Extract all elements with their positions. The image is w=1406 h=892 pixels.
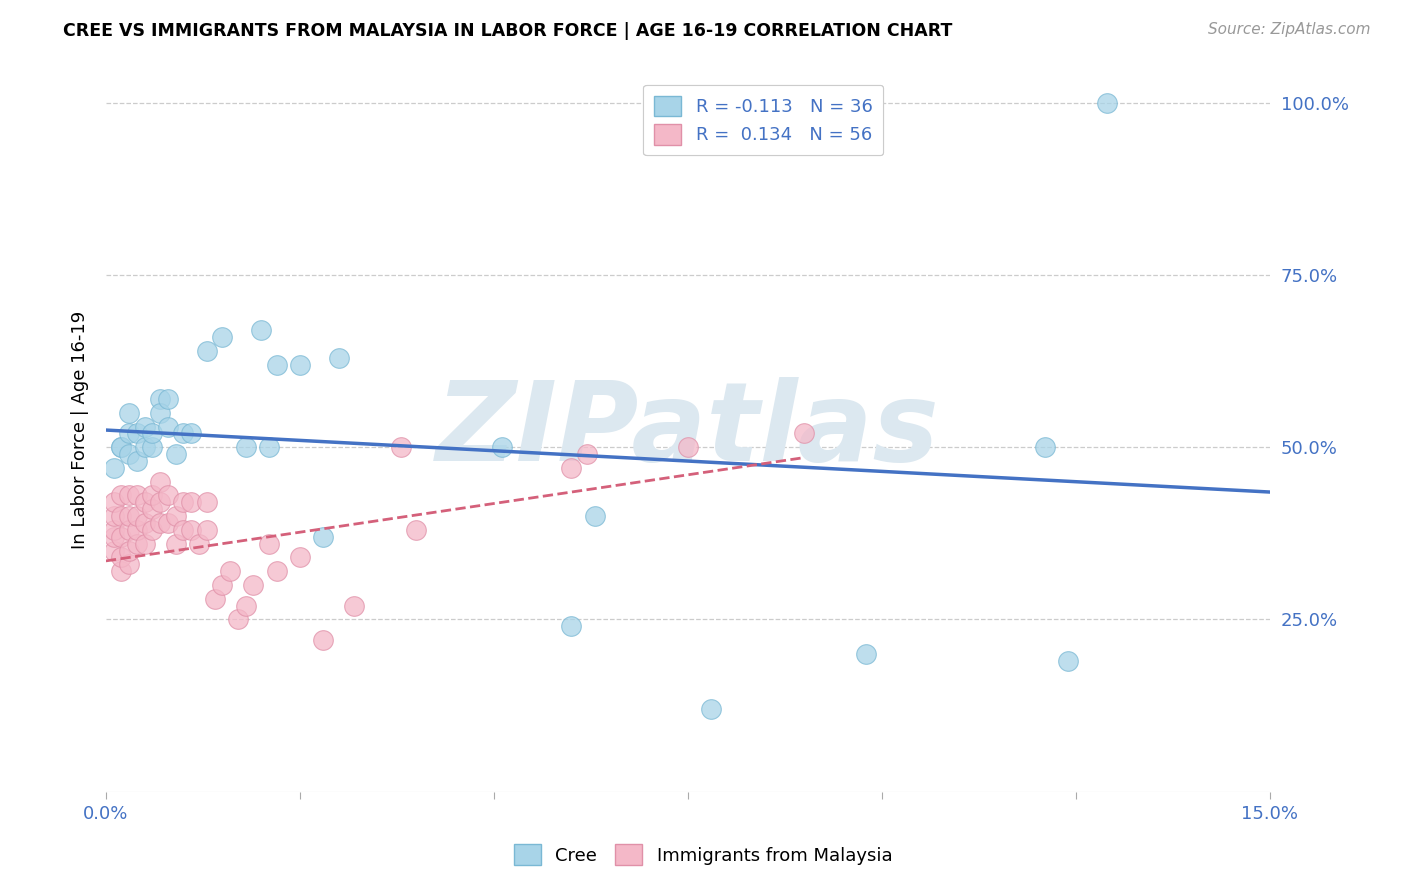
Immigrants from Malaysia: [312, 633, 335, 648]
Immigrants from Malaysia: [219, 564, 242, 578]
Immigrants from Malaysia: [156, 488, 179, 502]
Immigrants from Malaysia: [134, 537, 156, 551]
Legend: R = -0.113   N = 36, R =  0.134   N = 56: R = -0.113 N = 36, R = 0.134 N = 56: [644, 85, 883, 155]
Immigrants from Malaysia: [118, 509, 141, 524]
Cree: [118, 406, 141, 420]
Cree: [1057, 654, 1080, 668]
Cree: [141, 440, 163, 454]
Immigrants from Malaysia: [288, 550, 311, 565]
Y-axis label: In Labor Force | Age 16-19: In Labor Force | Age 16-19: [72, 311, 89, 549]
Immigrants from Malaysia: [118, 523, 141, 537]
Immigrants from Malaysia: [118, 558, 141, 572]
Immigrants from Malaysia: [405, 523, 427, 537]
Immigrants from Malaysia: [110, 488, 132, 502]
Legend: Cree, Immigrants from Malaysia: Cree, Immigrants from Malaysia: [505, 835, 901, 874]
Immigrants from Malaysia: [110, 509, 132, 524]
Immigrants from Malaysia: [173, 523, 195, 537]
Immigrants from Malaysia: [195, 495, 218, 509]
Immigrants from Malaysia: [103, 543, 125, 558]
Text: ZIPatlas: ZIPatlas: [436, 376, 939, 483]
Cree: [134, 440, 156, 454]
Immigrants from Malaysia: [560, 461, 582, 475]
Cree: [125, 426, 148, 441]
Immigrants from Malaysia: [156, 516, 179, 530]
Immigrants from Malaysia: [103, 509, 125, 524]
Text: CREE VS IMMIGRANTS FROM MALAYSIA IN LABOR FORCE | AGE 16-19 CORRELATION CHART: CREE VS IMMIGRANTS FROM MALAYSIA IN LABO…: [63, 22, 953, 40]
Cree: [156, 419, 179, 434]
Immigrants from Malaysia: [141, 488, 163, 502]
Immigrants from Malaysia: [242, 578, 264, 592]
Cree: [195, 343, 218, 358]
Immigrants from Malaysia: [134, 495, 156, 509]
Cree: [235, 440, 257, 454]
Immigrants from Malaysia: [134, 516, 156, 530]
Cree: [491, 440, 513, 454]
Cree: [165, 447, 187, 461]
Immigrants from Malaysia: [343, 599, 366, 613]
Immigrants from Malaysia: [149, 475, 172, 489]
Cree: [103, 461, 125, 475]
Cree: [328, 351, 350, 365]
Cree: [312, 530, 335, 544]
Cree: [1033, 440, 1056, 454]
Immigrants from Malaysia: [165, 509, 187, 524]
Immigrants from Malaysia: [141, 523, 163, 537]
Text: Source: ZipAtlas.com: Source: ZipAtlas.com: [1208, 22, 1371, 37]
Immigrants from Malaysia: [125, 537, 148, 551]
Immigrants from Malaysia: [226, 612, 249, 626]
Immigrants from Malaysia: [110, 550, 132, 565]
Cree: [211, 330, 233, 344]
Immigrants from Malaysia: [149, 495, 172, 509]
Immigrants from Malaysia: [141, 502, 163, 516]
Cree: [134, 419, 156, 434]
Cree: [125, 454, 148, 468]
Immigrants from Malaysia: [173, 495, 195, 509]
Cree: [180, 426, 202, 441]
Immigrants from Malaysia: [103, 530, 125, 544]
Immigrants from Malaysia: [118, 488, 141, 502]
Immigrants from Malaysia: [266, 564, 288, 578]
Cree: [1095, 95, 1118, 110]
Immigrants from Malaysia: [575, 447, 598, 461]
Immigrants from Malaysia: [257, 537, 280, 551]
Immigrants from Malaysia: [125, 488, 148, 502]
Immigrants from Malaysia: [793, 426, 815, 441]
Immigrants from Malaysia: [118, 543, 141, 558]
Immigrants from Malaysia: [103, 495, 125, 509]
Immigrants from Malaysia: [125, 523, 148, 537]
Cree: [110, 440, 132, 454]
Immigrants from Malaysia: [235, 599, 257, 613]
Cree: [173, 426, 195, 441]
Cree: [257, 440, 280, 454]
Immigrants from Malaysia: [195, 523, 218, 537]
Immigrants from Malaysia: [103, 523, 125, 537]
Immigrants from Malaysia: [188, 537, 211, 551]
Cree: [110, 440, 132, 454]
Immigrants from Malaysia: [676, 440, 699, 454]
Cree: [700, 702, 723, 716]
Immigrants from Malaysia: [149, 516, 172, 530]
Cree: [149, 392, 172, 406]
Cree: [560, 619, 582, 633]
Cree: [156, 392, 179, 406]
Immigrants from Malaysia: [180, 495, 202, 509]
Immigrants from Malaysia: [204, 591, 226, 606]
Immigrants from Malaysia: [110, 564, 132, 578]
Cree: [266, 358, 288, 372]
Immigrants from Malaysia: [211, 578, 233, 592]
Immigrants from Malaysia: [180, 523, 202, 537]
Immigrants from Malaysia: [110, 530, 132, 544]
Cree: [288, 358, 311, 372]
Cree: [149, 406, 172, 420]
Cree: [118, 426, 141, 441]
Immigrants from Malaysia: [389, 440, 412, 454]
Cree: [250, 323, 273, 337]
Immigrants from Malaysia: [165, 537, 187, 551]
Cree: [583, 509, 606, 524]
Cree: [118, 447, 141, 461]
Cree: [141, 426, 163, 441]
Cree: [855, 647, 877, 661]
Immigrants from Malaysia: [125, 509, 148, 524]
